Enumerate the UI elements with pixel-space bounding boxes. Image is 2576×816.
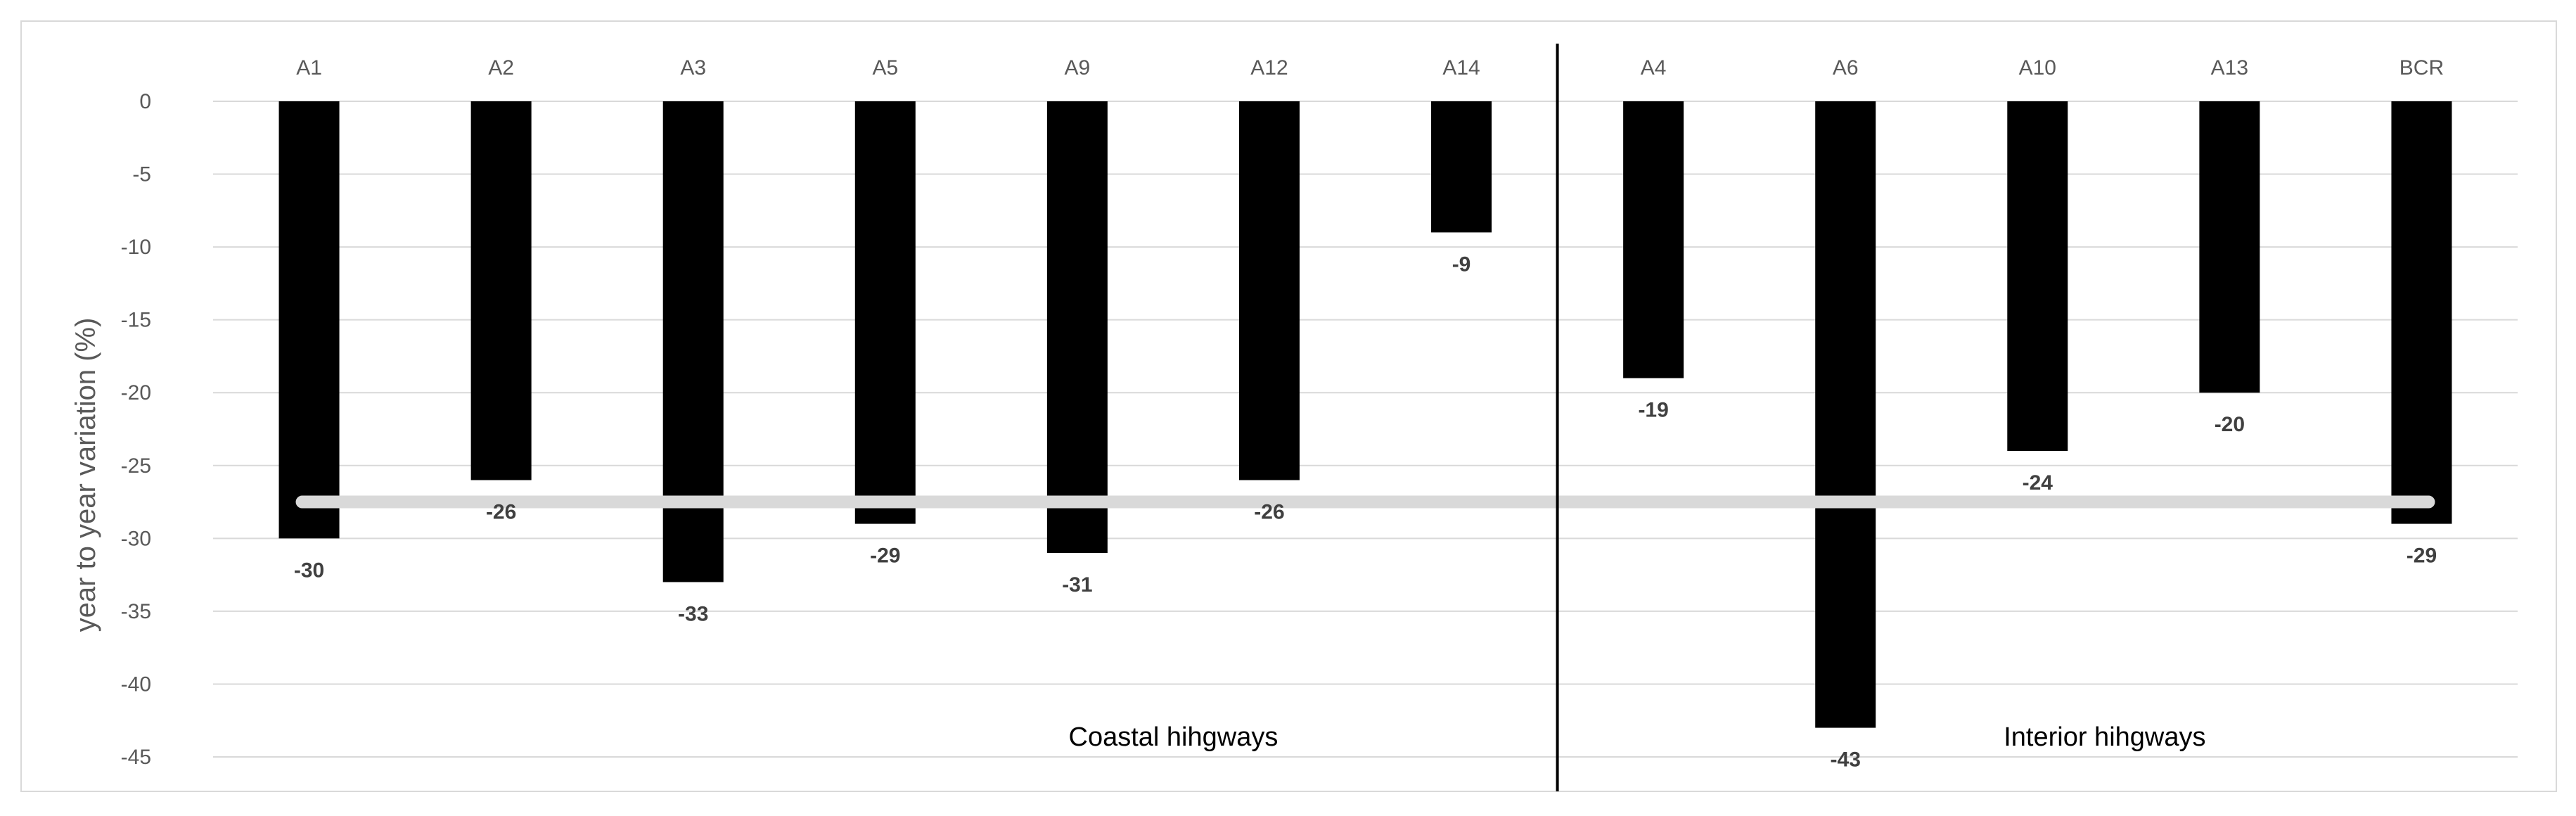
bars: [278, 101, 2452, 728]
y-tick-label: -15: [121, 309, 151, 332]
category-label: A2: [488, 56, 514, 79]
y-tick-label: -45: [121, 746, 151, 769]
category-label: BCR: [2399, 56, 2444, 79]
bar-A1: [278, 101, 340, 539]
y-tick-label: -25: [121, 454, 151, 478]
group-label: Coastal hihgways: [1069, 722, 1279, 752]
category-label: A13: [2211, 56, 2248, 79]
bar-A9: [1046, 101, 1108, 554]
data-label: -19: [1638, 399, 1668, 422]
y-tick-label: -30: [121, 527, 151, 550]
data-label: -24: [2023, 471, 2053, 495]
y-axis-title: year to year variation (%): [70, 318, 101, 632]
bar-A13: [2199, 101, 2260, 393]
category-label: A5: [872, 56, 898, 79]
category-label: A12: [1250, 56, 1288, 79]
category-label: A14: [1442, 56, 1480, 79]
data-label: -31: [1062, 573, 1092, 597]
data-label: -30: [294, 559, 324, 582]
data-label: -26: [1254, 500, 1284, 523]
bar-A4: [1623, 101, 1684, 378]
category-label: A4: [1641, 56, 1667, 79]
data-label: -43: [1831, 748, 1861, 772]
data-labels: -30 -26 -33 -29 -31 -26 -9 -19 -43 -24 -20 -29: [294, 253, 2437, 771]
bar-A2: [470, 101, 532, 480]
bar-A10: [2007, 101, 2068, 452]
data-label: -26: [486, 500, 516, 523]
data-label: -33: [678, 602, 708, 625]
bar-BCR: [2391, 101, 2452, 524]
y-axis-ticks: 0 -5 -10 -15 -20 -25 -30 -35 -40 -45: [121, 90, 151, 769]
category-label: A10: [2019, 56, 2056, 79]
bar-A6: [1815, 101, 1876, 728]
y-tick-label: -40: [121, 672, 151, 696]
bar-A5: [854, 101, 916, 524]
y-tick-label: 0: [139, 90, 151, 113]
data-label: -29: [870, 544, 900, 568]
category-label: A9: [1065, 56, 1091, 79]
gridlines: [213, 101, 2518, 758]
bar-A12: [1238, 101, 1300, 480]
y-tick-label: -5: [132, 163, 151, 186]
data-label: -20: [2215, 413, 2245, 436]
data-label: -29: [2407, 544, 2437, 568]
group-labels: Coastal hihgways Interior hihgways: [1069, 722, 2206, 752]
y-tick-label: -10: [121, 236, 151, 259]
y-tick-label: -20: [121, 381, 151, 404]
category-labels: A1 A2 A3 A5 A9 A12 A14 A4 A6 A10 A13 BCR: [296, 56, 2444, 79]
category-label: A6: [1833, 56, 1859, 79]
category-label: A1: [296, 56, 322, 79]
group-label: Interior hihgways: [2004, 722, 2205, 752]
data-label: -9: [1452, 253, 1471, 276]
category-label: A3: [680, 56, 706, 79]
bar-A14: [1431, 101, 1492, 233]
y-tick-label: -35: [121, 600, 151, 623]
bar-A3: [662, 101, 724, 582]
